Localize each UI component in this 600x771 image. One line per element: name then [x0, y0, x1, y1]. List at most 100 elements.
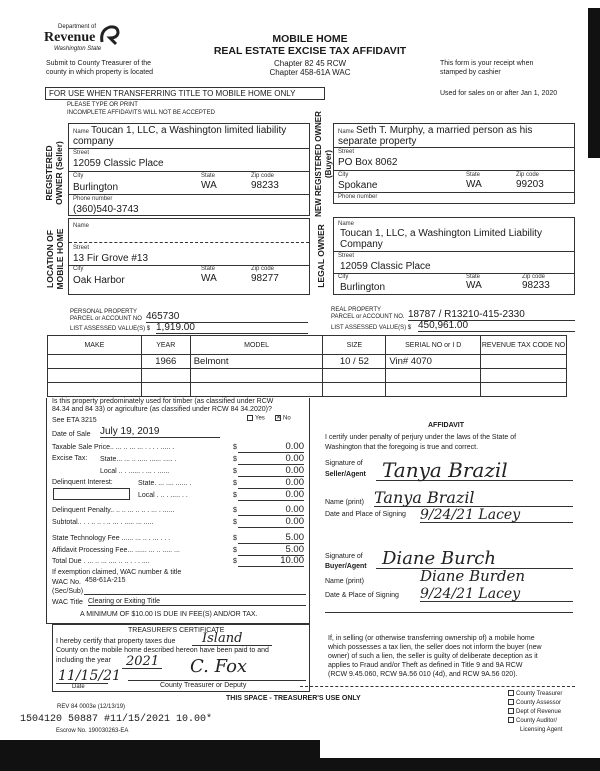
seller-name-cont[interactable]: company: [73, 136, 114, 147]
fee-amount[interactable]: 0.00: [238, 489, 304, 501]
col-serial: SERIAL NO or I D: [385, 335, 482, 355]
title-line2: REAL ESTATE EXCISE TAX AFFIDAVIT: [213, 45, 407, 57]
lien-notice-line: owner) of such a lien, the seller is gui…: [328, 653, 538, 660]
buyer-signature[interactable]: Diane Burch: [376, 550, 573, 569]
seller-phone[interactable]: (360)540-3743: [73, 204, 139, 215]
cell-model[interactable]: [189, 382, 324, 397]
location-street[interactable]: 13 Fir Grove #13: [73, 253, 149, 264]
col-tax-code: REVENUE TAX CODE NO: [480, 335, 567, 355]
cell-tax-code[interactable]: [480, 354, 567, 369]
sec-sub-label: (Sec/Sub): [52, 588, 84, 595]
cell-make[interactable]: [47, 382, 142, 397]
legal-owner-street[interactable]: 12059 Classic Place: [340, 261, 431, 272]
sec-sub-line[interactable]: [84, 594, 306, 595]
personal-property-label-1: PERSONAL PROPERTY: [70, 309, 138, 315]
fee-amount[interactable]: 0.00: [238, 465, 304, 477]
wac-no[interactable]: 458-61A-215: [85, 577, 126, 584]
buyer-state[interactable]: WA: [466, 179, 482, 190]
cell-make[interactable]: [47, 354, 142, 369]
fee-amount[interactable]: 5.00: [238, 544, 304, 556]
legal-owner-name[interactable]: Toucan 1, LLC, a Washington Limited Liab…: [340, 228, 542, 239]
date-of-sale[interactable]: July 19, 2019: [100, 426, 220, 438]
buyer-zip[interactable]: 99203: [516, 179, 544, 190]
fee-amount[interactable]: 0.00: [238, 453, 304, 465]
col-make: MAKE: [47, 335, 142, 355]
cell-serial[interactable]: Vin# 4070: [385, 354, 482, 369]
treasurer-county[interactable]: Island: [192, 632, 272, 646]
treasurer-year[interactable]: 2021: [122, 655, 162, 669]
cell-serial[interactable]: [385, 368, 482, 383]
personal-parcel-no[interactable]: 465730: [146, 311, 308, 323]
cell-serial[interactable]: [385, 382, 482, 397]
personal-assessed-label: LIST ASSESSED VALUE(S) $: [70, 326, 151, 332]
distribution-label: Licensing Agent: [520, 727, 563, 733]
seller-name-print[interactable]: Tanya Brazil: [374, 490, 573, 507]
cell-make[interactable]: [47, 368, 142, 383]
zip-label: Zip code: [251, 266, 275, 272]
legal-owner-name-cont[interactable]: Company: [340, 239, 383, 250]
fee-amount[interactable]: 10.00: [238, 555, 304, 567]
buyer-city[interactable]: Spokane: [338, 180, 378, 191]
fee-amount[interactable]: 0.00: [238, 504, 304, 516]
seller-section-label: REGISTERED OWNER (Seller): [44, 141, 64, 205]
cell-size[interactable]: 10 / 52: [322, 354, 387, 369]
buyer-street[interactable]: PO Box 8062: [338, 157, 398, 168]
seller-street[interactable]: 12059 Classic Place: [73, 158, 164, 169]
delinquent-interest-input[interactable]: [53, 488, 130, 500]
distribution-dept-revenue[interactable]: Dept of Revenue: [508, 708, 562, 717]
location-state[interactable]: WA: [201, 273, 217, 284]
state-label: State: [466, 274, 481, 280]
lien-notice-line: (RCW 9.45.060, RCW 9A.56 010 (4d), and R…: [328, 671, 518, 678]
seller-name-print-label: Name (print): [325, 499, 364, 506]
legal-owner-city[interactable]: Burlington: [340, 282, 386, 293]
location-zip[interactable]: 98277: [251, 273, 279, 284]
scan-edge-right: [588, 8, 600, 158]
cell-tax-code[interactable]: [480, 368, 567, 383]
fee-amount[interactable]: 0.00: [238, 477, 304, 489]
location-city[interactable]: Oak Harbor: [73, 275, 125, 286]
logo-dept: Department of: [58, 24, 97, 30]
col-size: SIZE: [322, 335, 387, 355]
affidavit-certify-2: Washington that the foregoing is true an…: [325, 444, 479, 451]
currency-symbol: $: [233, 456, 237, 463]
buyer-name[interactable]: Seth T. Murphy, a married person as his: [356, 125, 533, 136]
submit-note-2: county in which property is located: [46, 69, 153, 76]
date-line: [56, 683, 108, 684]
distribution-county-treasurer[interactable]: County Treasurer: [508, 690, 562, 699]
cell-year[interactable]: [140, 368, 191, 383]
buyer-name-print[interactable]: Diane Burden: [420, 567, 526, 585]
seller-zip[interactable]: 98233: [251, 180, 279, 191]
cell-model[interactable]: [189, 368, 324, 383]
buyer-name-cont[interactable]: separate property: [338, 136, 417, 147]
cell-year[interactable]: [140, 382, 191, 397]
seller-city[interactable]: Burlington: [73, 182, 119, 193]
fee-amount[interactable]: 0.00: [238, 441, 304, 453]
wac-title[interactable]: Clearing or Exiting Title: [88, 598, 306, 606]
real-parcel-no[interactable]: 18787 / R13210-415-2330: [408, 309, 575, 321]
fee-amount[interactable]: 0.00: [238, 516, 304, 528]
personal-assessed-value[interactable]: 1,919.00: [156, 322, 308, 334]
currency-symbol: $: [233, 492, 237, 499]
seller-signature[interactable]: Tanya Brazil: [376, 460, 573, 481]
real-assessed-value[interactable]: 450,961.00: [418, 320, 575, 332]
distribution-county-assessor[interactable]: County Assessor: [508, 699, 562, 708]
fee-amount[interactable]: 5.00: [238, 532, 304, 544]
cell-tax-code[interactable]: [480, 382, 567, 397]
timber-no-checkbox[interactable]: ✕ No: [275, 415, 291, 422]
revenue-logo: Department of Revenue Washington State: [44, 24, 124, 58]
cell-size[interactable]: [322, 368, 387, 383]
distribution-county-auditor[interactable]: County Auditor/: [508, 717, 562, 726]
lien-notice-line: which possesses a tax lien, the seller d…: [328, 644, 542, 651]
buyer-date-place[interactable]: 9/24/21 Lacey: [420, 587, 573, 602]
cell-size[interactable]: [322, 382, 387, 397]
cell-model[interactable]: Belmont: [189, 354, 324, 369]
treasurer-date[interactable]: 11/15/21: [58, 668, 121, 684]
timber-yes-checkbox[interactable]: Yes: [247, 415, 265, 422]
legal-owner-state[interactable]: WA: [466, 280, 482, 291]
cell-year[interactable]: 1966: [140, 354, 191, 369]
currency-symbol: $: [233, 444, 237, 451]
seller-state[interactable]: WA: [201, 180, 217, 191]
seller-date-place[interactable]: 9/24/21 Lacey: [420, 508, 573, 523]
legal-owner-zip[interactable]: 98233: [522, 280, 550, 291]
seller-name[interactable]: Toucan 1, LLC, a Washington limited liab…: [91, 125, 287, 136]
